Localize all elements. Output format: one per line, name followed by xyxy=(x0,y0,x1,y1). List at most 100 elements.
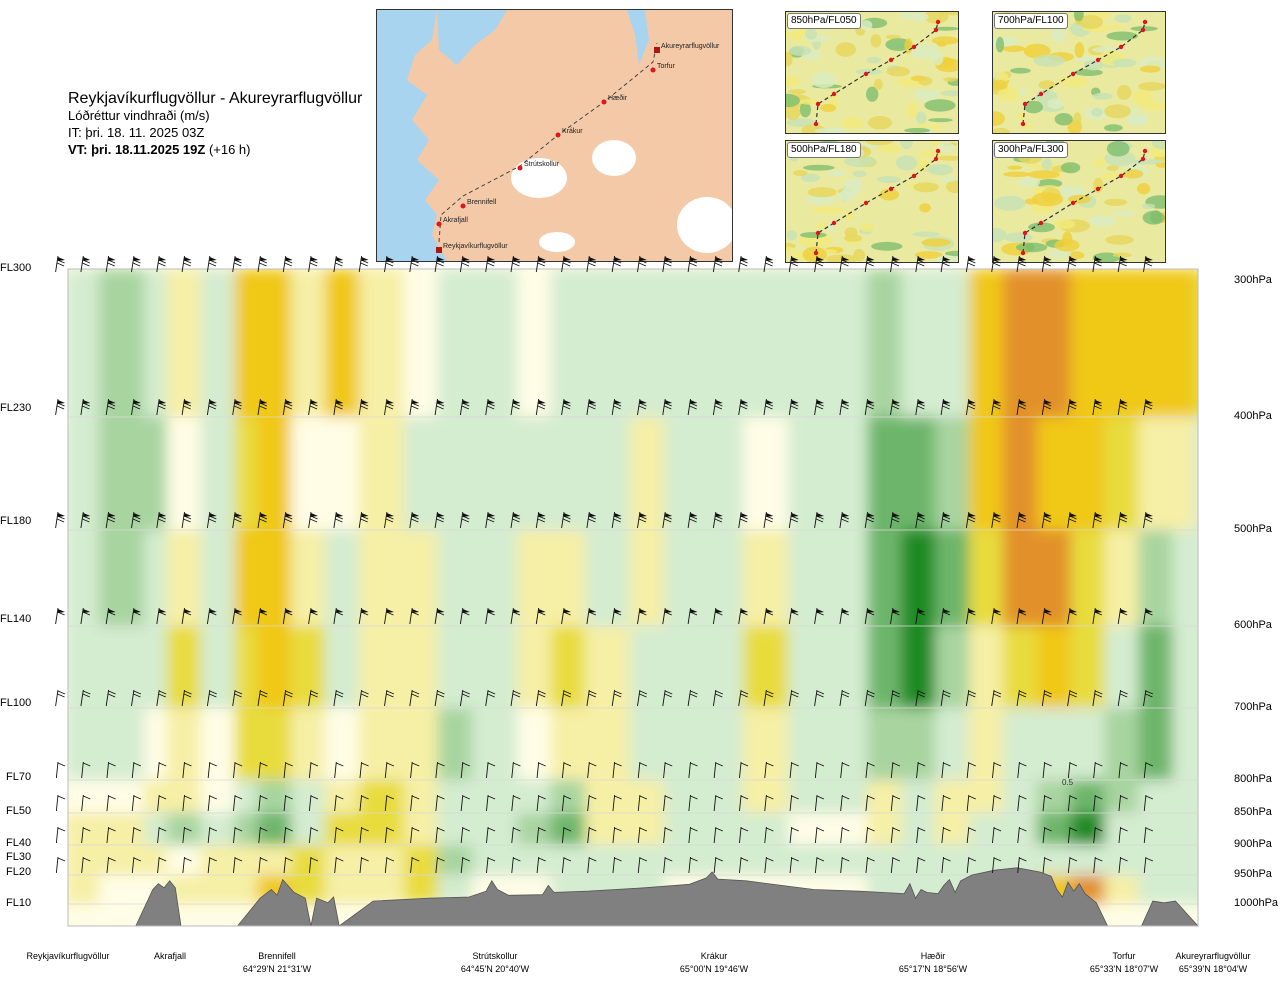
wind-barb xyxy=(1092,689,1103,707)
chart-title-block: Reykjavíkurflugvöllur - Akureyrarflugvöl… xyxy=(68,90,362,158)
wind-barb xyxy=(434,398,445,416)
wind-barb xyxy=(561,607,571,625)
wind-barb xyxy=(182,856,192,874)
wind-barb xyxy=(663,856,673,874)
location-coord: 65°33'N 18°07'W xyxy=(1089,964,1159,974)
wind-barb xyxy=(510,607,521,625)
wind-barb xyxy=(1041,398,1052,416)
waypoint-marker xyxy=(935,19,941,25)
field-cell xyxy=(1002,626,1043,708)
field-cell xyxy=(437,813,478,845)
field-cell xyxy=(358,417,410,530)
wind-barb xyxy=(1143,607,1153,625)
wind-barb xyxy=(410,826,420,844)
wind-barb xyxy=(966,794,976,812)
field-cell xyxy=(1138,269,1179,417)
field-cell xyxy=(1104,780,1145,813)
field-cell xyxy=(1195,780,1198,813)
wind-barb xyxy=(206,511,217,529)
wind-barb xyxy=(1067,607,1077,625)
wind-barb xyxy=(359,794,369,812)
wind-barb xyxy=(233,826,243,844)
field-cell xyxy=(867,780,908,813)
field-cell xyxy=(166,845,207,875)
wind-barb xyxy=(157,826,167,844)
wind-barb xyxy=(55,398,65,416)
wind-barb xyxy=(940,607,951,625)
waypoint-label: Akrafjall xyxy=(443,217,468,224)
wind-barb xyxy=(561,761,572,779)
location-name: Hæðir xyxy=(920,951,946,961)
wind-barb xyxy=(333,607,344,625)
wind-barb xyxy=(611,398,622,416)
wind-barb xyxy=(1067,689,1078,707)
field-cell xyxy=(788,708,829,780)
field-cell xyxy=(324,708,365,780)
field-cell xyxy=(630,780,670,813)
route-map-canvas: Reykjavíkurflugvöllur Akrafjall Brennifell… xyxy=(377,10,732,261)
wind-barb xyxy=(1016,511,1027,529)
pressure-level-label: 400hPa xyxy=(1234,410,1272,422)
field-cell xyxy=(98,904,151,906)
wind-barb xyxy=(283,826,293,844)
wind-barb xyxy=(1017,794,1027,812)
wind-barb xyxy=(637,761,648,779)
field-cell xyxy=(324,530,365,626)
field-cell xyxy=(200,708,241,780)
wind-barb xyxy=(965,689,976,707)
wind-barb xyxy=(915,255,926,273)
wind-barb xyxy=(814,607,824,625)
wind-barb xyxy=(207,856,217,874)
field-cell xyxy=(200,875,241,904)
waypoint-marker xyxy=(1022,101,1028,107)
wind-barb xyxy=(688,826,698,844)
field-cell xyxy=(584,269,636,417)
field-cell xyxy=(1195,269,1198,417)
field-cell xyxy=(1172,708,1198,780)
wind-barb xyxy=(1042,856,1052,874)
level-map-canvas xyxy=(993,12,1165,133)
wind-barb xyxy=(763,511,774,529)
wind-barb xyxy=(814,761,825,779)
wind-barb xyxy=(637,689,648,707)
waypoint-marker xyxy=(831,220,837,226)
route-map: Reykjavíkurflugvöllur Akrafjall Brennifell… xyxy=(376,9,733,262)
wind-barb xyxy=(687,689,698,707)
field-cell xyxy=(550,780,591,813)
wind-barb xyxy=(233,856,243,874)
flight-level-label: FL40 xyxy=(6,837,32,849)
wind-barb xyxy=(814,794,825,812)
wind-barb xyxy=(966,856,976,874)
field-cell xyxy=(1172,780,1198,813)
field-cell xyxy=(166,708,207,780)
wind-barb xyxy=(1042,826,1052,844)
wind-barb xyxy=(409,255,420,273)
waypoint-marker xyxy=(935,148,941,154)
field-cell xyxy=(257,626,297,708)
location-coord: 65°00'N 19°46'W xyxy=(679,964,749,974)
wind-barb xyxy=(840,761,850,779)
wind-barb xyxy=(966,761,976,779)
wind-barb xyxy=(105,689,116,707)
waypoint-marker xyxy=(436,247,442,253)
field-cell xyxy=(867,813,908,845)
field-cell xyxy=(324,813,365,845)
pressure-level-label: 500hPa xyxy=(1234,523,1272,535)
wind-barb xyxy=(788,689,799,707)
wind-barb xyxy=(1092,255,1103,273)
wind-barb xyxy=(1143,856,1154,874)
waypoint-marker xyxy=(1070,200,1076,206)
level-map-canvas xyxy=(993,141,1165,262)
wind-barb xyxy=(1067,255,1077,273)
field-cell xyxy=(68,530,105,626)
field-cell xyxy=(437,708,478,780)
field-cell xyxy=(1104,626,1145,708)
wind-barb xyxy=(789,761,799,779)
field-cell xyxy=(358,813,410,845)
field-cell xyxy=(1070,708,1111,780)
field-cell xyxy=(550,813,591,845)
field-cell xyxy=(257,530,297,626)
field-cell xyxy=(901,417,942,530)
field-cell xyxy=(98,813,151,845)
wind-barb xyxy=(915,607,926,625)
